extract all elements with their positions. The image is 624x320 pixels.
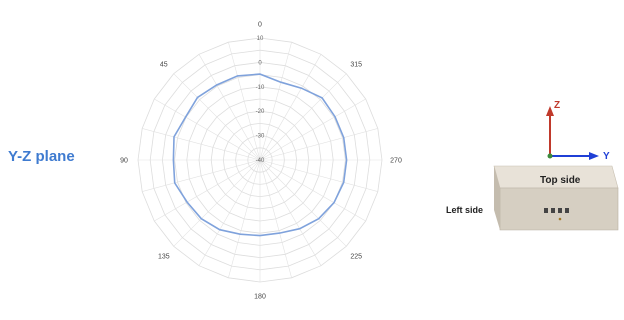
polar-grid	[137, 37, 383, 283]
angle-label: 315	[350, 61, 362, 68]
grid-spoke	[198, 159, 261, 266]
series-line	[172, 73, 348, 237]
device-side-face	[494, 166, 500, 230]
device-ports	[544, 208, 569, 221]
grid-spoke	[228, 159, 261, 278]
origin-dot	[547, 153, 553, 159]
grid-spoke	[228, 42, 261, 161]
grid-spoke	[142, 128, 261, 161]
top-side-label: Top side	[540, 175, 581, 186]
radial-tick-label: 10	[257, 36, 264, 42]
grid-spoke	[154, 159, 261, 222]
grid-spoke	[198, 54, 261, 161]
radial-tick-label: -10	[256, 85, 265, 91]
grid-spoke	[259, 73, 347, 161]
angle-label: 225	[350, 254, 362, 261]
grid-spoke	[173, 73, 261, 161]
radial-tick-label: -20	[256, 109, 265, 115]
grid-spoke	[259, 42, 292, 161]
grid-spoke	[154, 98, 261, 161]
grid-spoke	[259, 54, 322, 161]
grid-spoke	[259, 159, 378, 192]
radial-tick-label: -30	[256, 134, 265, 140]
device-illustration: Z Y Top side Left side	[446, 100, 619, 231]
grid-spoke	[259, 98, 366, 161]
radial-ticks: 10 0 -10 -20 -30 -40	[256, 36, 265, 164]
left-side-label: Left side	[446, 205, 483, 215]
angle-label: 135	[158, 254, 170, 261]
grid-spoke	[173, 159, 261, 247]
angle-labels: 0 45 90 135 180 225 270 315	[120, 22, 402, 301]
angle-label: 180	[254, 294, 266, 301]
z-axis-label: Z	[554, 100, 560, 111]
grid-spoke	[259, 159, 366, 222]
y-axis-label: Y	[603, 151, 610, 162]
angle-label: 90	[120, 158, 128, 165]
grid-spoke	[259, 159, 322, 266]
angle-label: 270	[390, 158, 402, 165]
polar-chart: 10 0 -10 -20 -30 -40 0 45 90 135 180 225 270 315	[120, 22, 402, 301]
y-axis-head	[589, 152, 599, 160]
z-axis-head	[546, 106, 554, 116]
radial-tick-label: -40	[256, 158, 265, 164]
grid-spoke	[142, 159, 261, 192]
plane-label: Y-Z plane	[8, 148, 75, 165]
grid-spoke	[259, 159, 292, 278]
angle-label: 0	[258, 22, 262, 29]
grid-spoke	[259, 128, 378, 161]
radial-tick-label: 0	[258, 60, 262, 66]
grid-spoke	[259, 159, 347, 247]
angle-label: 45	[160, 61, 168, 68]
